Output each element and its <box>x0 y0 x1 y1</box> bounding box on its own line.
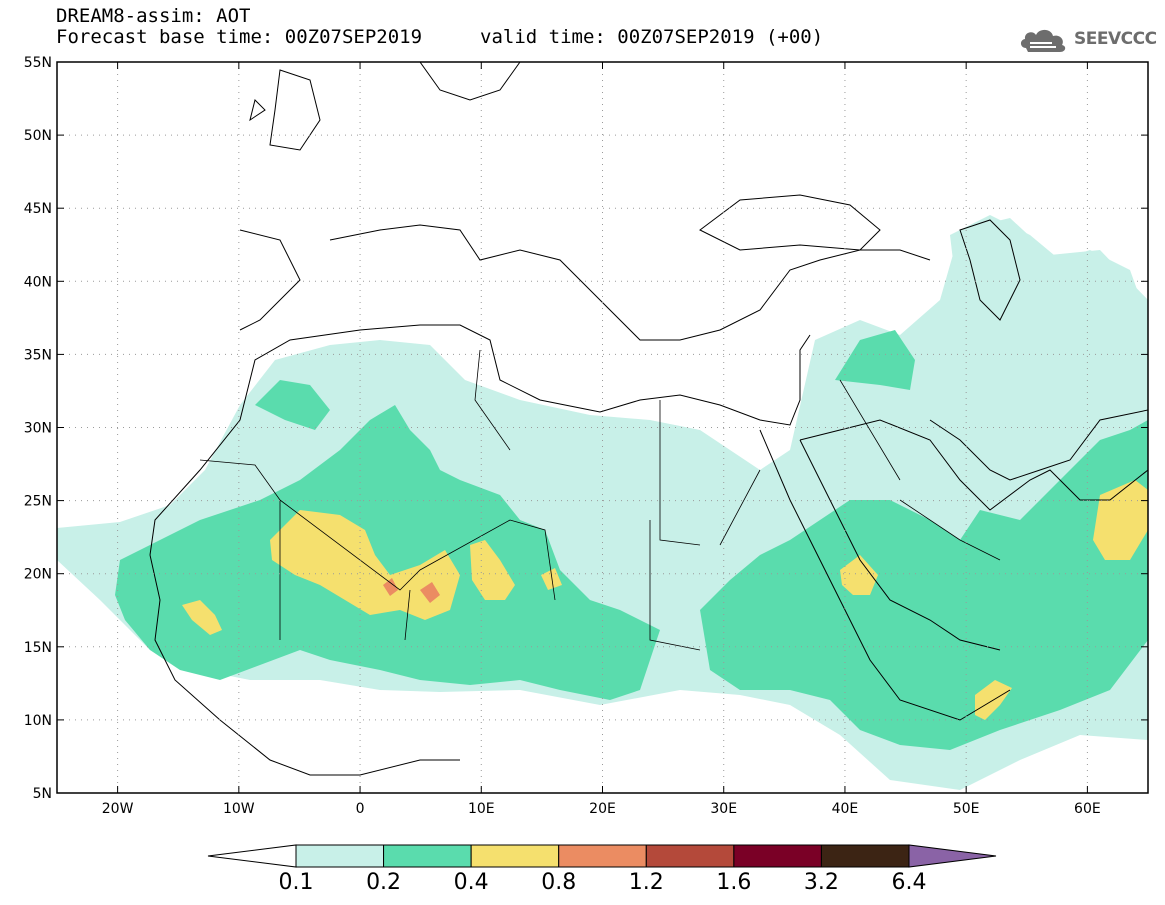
colorbar-right-arrow <box>908 844 997 868</box>
title-line-1: DREAM8-assim: AOT <box>56 5 251 27</box>
map-outlines <box>149 62 1148 776</box>
colorbar-label: 0.8 <box>541 870 577 895</box>
aot-band-0.2-morocco <box>255 380 330 430</box>
aot-fields <box>57 215 1148 790</box>
aot-band-0.4-mali <box>270 510 460 620</box>
colorbar-label: 6.4 <box>891 870 927 895</box>
coastline-africa-west <box>149 554 460 776</box>
colorbar-left-arrow <box>207 844 297 868</box>
lat-label: 30N <box>24 421 52 437</box>
lon-label: 60E <box>1074 801 1101 817</box>
colorbar-segment <box>558 844 647 868</box>
colorbar-segment <box>733 844 822 868</box>
lon-label: 10E <box>468 801 495 817</box>
map-ticks <box>57 61 1148 794</box>
lat-label: 45N <box>24 201 52 217</box>
lat-label: 35N <box>24 347 52 363</box>
coastline-caspian <box>959 219 1021 321</box>
colorbar-segment <box>645 844 735 868</box>
colorbar-label: 1.6 <box>716 870 752 895</box>
lat-labels: 55N 50N 45N 40N 35N 30N 25N 20N 15N 10N 5N <box>24 55 52 802</box>
lat-label: 5N <box>33 786 52 802</box>
coastline-uk <box>249 69 321 151</box>
lon-label: 20E <box>589 801 616 817</box>
lon-label: 50E <box>953 801 980 817</box>
lon-label: 30E <box>710 801 737 817</box>
aot-band-0.4-mauritania <box>182 600 222 635</box>
lat-label: 55N <box>24 55 52 71</box>
colorbar-label: 0.1 <box>278 870 314 895</box>
seevccc-logo: SEEVCCC <box>1018 26 1157 52</box>
coastline-black-sea <box>699 194 881 251</box>
colorbar-label: 1.2 <box>628 870 664 895</box>
lat-label: 50N <box>24 128 52 144</box>
lat-label: 25N <box>24 494 52 510</box>
forecast-base-time: Forecast base time: 00Z07SEP2019 <box>56 26 423 48</box>
colorbar-segment <box>383 844 472 868</box>
coastline-gulf <box>929 409 1148 481</box>
coastline-europe <box>239 224 931 341</box>
cloud-icon <box>1020 29 1066 52</box>
lat-label: 20N <box>24 567 52 583</box>
colorbar-segment <box>470 844 560 868</box>
coastline-africa-north <box>149 324 811 556</box>
lon-label: 0 <box>356 801 365 817</box>
colorbar <box>207 844 997 868</box>
coastline-scandinavia <box>419 62 521 101</box>
colorbar-segment <box>820 844 910 868</box>
lat-label: 10N <box>24 713 52 729</box>
lat-label: 40N <box>24 274 52 290</box>
logo-text: SEEVCCC <box>1074 29 1157 49</box>
lat-label: 15N <box>24 640 52 656</box>
aot-band-0.4-chad <box>541 568 562 590</box>
colorbar-label: 0.2 <box>366 870 402 895</box>
colorbar-label: 3.2 <box>803 870 839 895</box>
colorbar-segment <box>295 844 385 868</box>
border-lines <box>199 349 1001 651</box>
aot-patch-caspian <box>950 215 1148 400</box>
coastline-arabia <box>799 419 1148 511</box>
aot-band-0.8-b <box>420 582 440 603</box>
lon-label: 10W <box>223 801 255 817</box>
valid-time: valid time: 00Z07SEP2019 (+00) <box>480 26 824 48</box>
lon-label: 20W <box>102 801 134 817</box>
aot-band-0.2-iraq <box>835 330 915 390</box>
aot-band-0.8-a <box>383 578 398 596</box>
aot-band-0.2 <box>115 405 660 700</box>
lon-labels: 20W 10W 0 10E 20E 30E 40E 50E 60E <box>102 801 1101 817</box>
aot-band-0.2-east <box>700 420 1148 750</box>
colorbar-label: 0.4 <box>453 870 489 895</box>
coastline-red-sea <box>759 429 1011 721</box>
lon-label: 40E <box>832 801 859 817</box>
aot-band-0.4-eritrea <box>840 555 878 595</box>
